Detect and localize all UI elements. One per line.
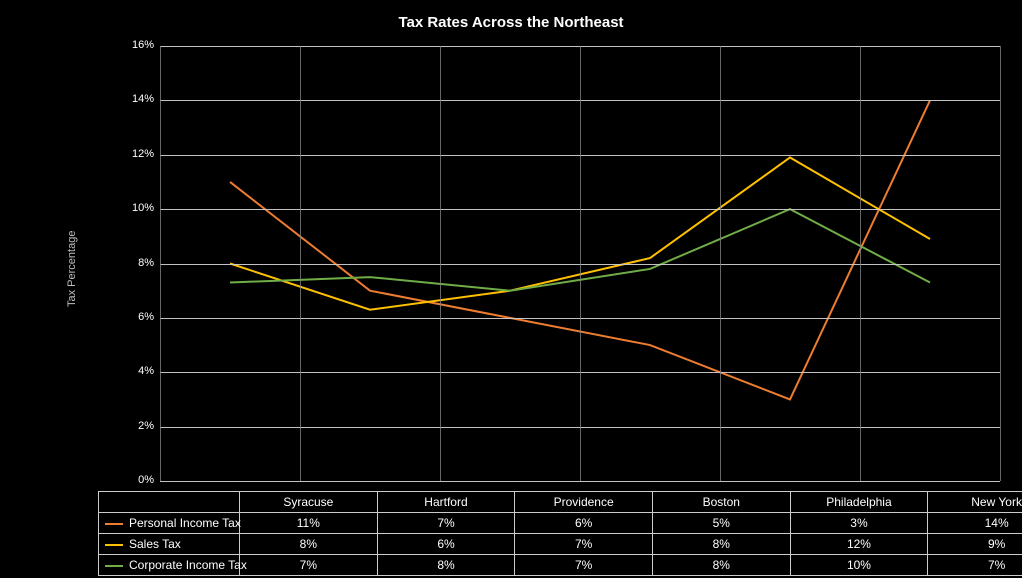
table-column-header: Hartford xyxy=(377,492,515,513)
table-cell: 6% xyxy=(377,534,515,555)
series-name: Personal Income Tax xyxy=(129,516,241,530)
table-cell: 14% xyxy=(928,513,1022,534)
table-cell: 7% xyxy=(377,513,515,534)
category-divider xyxy=(440,46,441,481)
y-tick-label: 2% xyxy=(120,420,154,432)
chart-data-table: SyracuseHartfordProvidenceBostonPhiladel… xyxy=(98,491,1022,576)
table-cell: 10% xyxy=(790,555,928,576)
category-divider xyxy=(1000,46,1001,481)
y-tick-label: 0% xyxy=(120,474,154,486)
legend-swatch xyxy=(105,565,123,567)
table-cell: 6% xyxy=(515,513,653,534)
gridline xyxy=(160,481,1000,482)
y-tick-label: 6% xyxy=(120,311,154,323)
table-column-header: Boston xyxy=(652,492,790,513)
y-tick-label: 4% xyxy=(120,365,154,377)
table-cell: 8% xyxy=(652,534,790,555)
y-tick-label: 10% xyxy=(120,202,154,214)
table-row-header: Sales Tax xyxy=(99,534,240,555)
table-cell: 5% xyxy=(652,513,790,534)
category-divider xyxy=(860,46,861,481)
table-cell: 3% xyxy=(790,513,928,534)
category-divider xyxy=(300,46,301,481)
y-tick-label: 12% xyxy=(120,148,154,160)
table-cell: 7% xyxy=(240,555,378,576)
table-cell: 7% xyxy=(515,555,653,576)
table-header-row: SyracuseHartfordProvidenceBostonPhiladel… xyxy=(99,492,1022,513)
legend-swatch xyxy=(105,523,123,525)
chart-plot-area xyxy=(160,46,1000,481)
table-row-header: Corporate Income Tax xyxy=(99,555,240,576)
table-row: Personal Income Tax11%7%6%5%3%14% xyxy=(99,513,1022,534)
table-cell: 8% xyxy=(240,534,378,555)
chart-title: Tax Rates Across the Northeast xyxy=(0,14,1022,31)
table-row-header: Personal Income Tax xyxy=(99,513,240,534)
table-cell: 9% xyxy=(928,534,1022,555)
table-cell: 8% xyxy=(377,555,515,576)
series-name: Sales Tax xyxy=(129,537,181,551)
y-tick-label: 16% xyxy=(120,39,154,51)
table-cell: 7% xyxy=(515,534,653,555)
series-name: Corporate Income Tax xyxy=(129,558,247,572)
category-divider xyxy=(160,46,161,481)
legend-swatch xyxy=(105,544,123,546)
y-tick-label: 8% xyxy=(120,257,154,269)
table-cell: 12% xyxy=(790,534,928,555)
table-column-header: New York xyxy=(928,492,1022,513)
category-divider xyxy=(720,46,721,481)
table-column-header: Philadelphia xyxy=(790,492,928,513)
category-divider xyxy=(580,46,581,481)
table-cell: 8% xyxy=(652,555,790,576)
table-row: Corporate Income Tax7%8%7%8%10%7% xyxy=(99,555,1022,576)
table-cell: 7% xyxy=(928,555,1022,576)
table-column-header: Syracuse xyxy=(240,492,378,513)
table-row: Sales Tax8%6%7%8%12%9% xyxy=(99,534,1022,555)
table-cell: 11% xyxy=(240,513,378,534)
table-column-header: Providence xyxy=(515,492,653,513)
y-tick-label: 14% xyxy=(120,93,154,105)
y-axis-label: Tax Percentage xyxy=(66,231,78,307)
table-corner-cell xyxy=(99,492,240,513)
